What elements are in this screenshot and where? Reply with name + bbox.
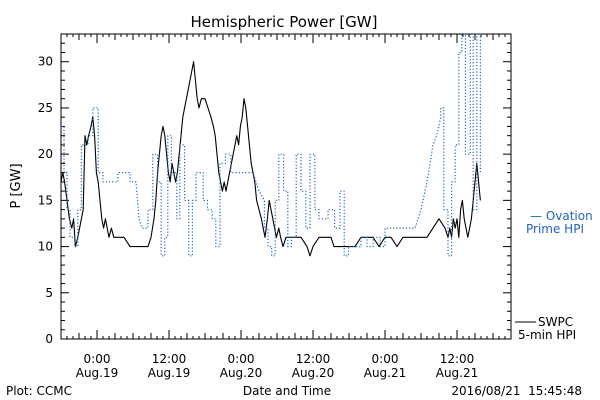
y-tick-label: 0 bbox=[45, 332, 53, 346]
legend-ovation-line2: Prime HPI bbox=[526, 222, 584, 236]
legend-swpc-line1: SWPC bbox=[538, 315, 573, 329]
y-tick-label: 10 bbox=[38, 240, 53, 254]
y-tick-label: 20 bbox=[38, 147, 53, 161]
x-tick-time-label: 0:00 bbox=[372, 352, 399, 366]
y-axis-label: P [GW] bbox=[9, 163, 24, 208]
y-tick-label: 30 bbox=[38, 55, 53, 69]
footer-plot-source: Plot: CCMC bbox=[6, 384, 72, 398]
series-layer bbox=[60, 33, 481, 257]
y-tick-label: 25 bbox=[38, 101, 53, 115]
x-tick-date-label: Aug.21 bbox=[436, 366, 479, 380]
legend-swpc-line2: 5-min HPI bbox=[518, 328, 576, 342]
x-axis-ticks: 0:00Aug.1912:00Aug.190:00Aug.2012:00Aug.… bbox=[60, 34, 512, 380]
chart-title: Hemispheric Power [GW] bbox=[191, 13, 378, 31]
x-tick-date-label: Aug.19 bbox=[148, 366, 191, 380]
x-tick-date-label: Aug.21 bbox=[364, 366, 407, 380]
x-tick-date-label: Aug.19 bbox=[76, 366, 119, 380]
x-tick-time-label: 0:00 bbox=[84, 352, 111, 366]
series-line-swpc bbox=[60, 61, 481, 257]
y-axis-ticks: 0 5 10 15 20 25 30 bbox=[38, 33, 511, 346]
x-axis-label: Date and Time bbox=[243, 384, 331, 398]
x-tick-time-label: 12:00 bbox=[152, 352, 187, 366]
y-tick-label: 5 bbox=[45, 286, 53, 300]
x-tick-time-label: 12:00 bbox=[440, 352, 475, 366]
series-line-ovation bbox=[61, 33, 481, 257]
x-tick-time-label: 0:00 bbox=[228, 352, 255, 366]
y-tick-label: 15 bbox=[38, 193, 53, 207]
legend-ovation-line1: — Ovation bbox=[530, 209, 593, 223]
x-tick-date-label: Aug.20 bbox=[292, 366, 335, 380]
x-tick-time-label: 12:00 bbox=[296, 352, 331, 366]
x-tick-date-label: Aug.20 bbox=[220, 366, 263, 380]
plot-frame bbox=[60, 33, 512, 340]
footer-timestamp: 2016/08/21 15:45:48 bbox=[451, 384, 582, 398]
